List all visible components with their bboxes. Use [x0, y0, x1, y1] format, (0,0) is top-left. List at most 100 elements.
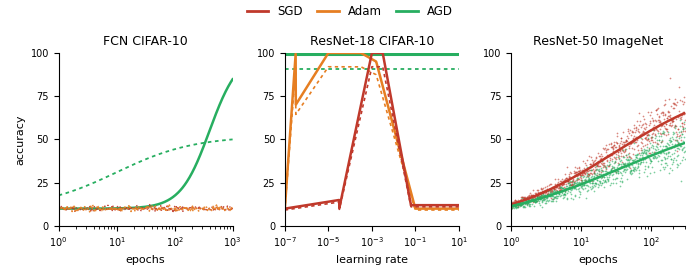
Point [534, 194, 545, 198]
Point [674, 133, 685, 137]
Point [598, 162, 609, 167]
Point [638, 159, 649, 164]
Point [514, 201, 526, 206]
Point [592, 163, 603, 167]
Point [550, 195, 561, 200]
Point [570, 169, 582, 174]
Point [620, 146, 631, 151]
Point [579, 161, 590, 166]
Point [536, 190, 547, 195]
Point [676, 130, 687, 134]
Point [522, 198, 533, 203]
Point [645, 145, 657, 149]
Point [629, 167, 641, 171]
Point [664, 97, 675, 101]
Point [525, 197, 536, 202]
Point [671, 139, 682, 143]
Title: FCN CIFAR-10: FCN CIFAR-10 [104, 35, 188, 48]
Point [624, 171, 636, 176]
Point [526, 197, 537, 202]
Point [541, 186, 552, 191]
Point [598, 185, 610, 189]
Point [673, 85, 685, 89]
Point [589, 183, 600, 187]
Point [651, 138, 662, 143]
Point [599, 165, 610, 169]
Point [517, 202, 528, 206]
Point [624, 145, 635, 150]
Point [535, 197, 546, 201]
Point [634, 162, 645, 167]
Point [570, 186, 581, 191]
Point [664, 138, 676, 143]
Point [510, 203, 522, 208]
Point [671, 132, 682, 136]
Point [588, 158, 599, 163]
Point [628, 152, 639, 157]
Point [579, 182, 590, 186]
Point [545, 182, 556, 186]
Point [575, 171, 586, 176]
Point [594, 183, 605, 187]
Point [594, 153, 605, 158]
Point [672, 141, 683, 145]
Point [606, 141, 617, 146]
Point [582, 170, 593, 175]
Point [541, 198, 552, 202]
Point [580, 177, 591, 181]
Point [578, 171, 589, 175]
Point [666, 168, 678, 172]
Point [617, 164, 628, 168]
Point [571, 176, 582, 180]
Point [526, 197, 537, 202]
Point [540, 194, 552, 199]
Point [665, 146, 676, 151]
Point [528, 199, 540, 203]
Point [614, 148, 625, 153]
Point [533, 197, 544, 201]
Point [527, 196, 538, 200]
Point [662, 109, 673, 113]
Point [579, 166, 590, 170]
Point [565, 183, 576, 187]
Point [647, 164, 658, 169]
Point [570, 165, 581, 169]
Point [542, 195, 553, 200]
Point [636, 148, 648, 152]
Point [528, 194, 539, 199]
Point [616, 150, 627, 155]
Point [507, 203, 518, 207]
Point [528, 204, 540, 208]
Point [583, 154, 594, 158]
Point [578, 183, 589, 187]
Point [666, 134, 677, 139]
Point [652, 141, 664, 146]
Point [588, 161, 599, 165]
Point [654, 117, 665, 122]
Point [508, 206, 519, 210]
Point [622, 158, 633, 163]
Point [553, 182, 564, 186]
Point [554, 184, 565, 188]
Point [582, 188, 594, 193]
Point [610, 139, 622, 144]
Point [544, 186, 555, 191]
Point [657, 147, 668, 151]
Point [536, 193, 547, 197]
Point [645, 138, 656, 142]
Point [653, 138, 664, 143]
Point [622, 161, 634, 165]
Point [668, 130, 680, 135]
Point [626, 167, 637, 172]
Point [644, 157, 655, 161]
Point [646, 138, 657, 142]
Point [646, 150, 657, 154]
Point [562, 189, 573, 193]
Point [545, 194, 557, 199]
Point [560, 187, 571, 191]
Point [582, 169, 594, 173]
Point [515, 202, 526, 207]
Point [634, 130, 645, 134]
Point [604, 169, 615, 174]
Point [618, 140, 629, 144]
